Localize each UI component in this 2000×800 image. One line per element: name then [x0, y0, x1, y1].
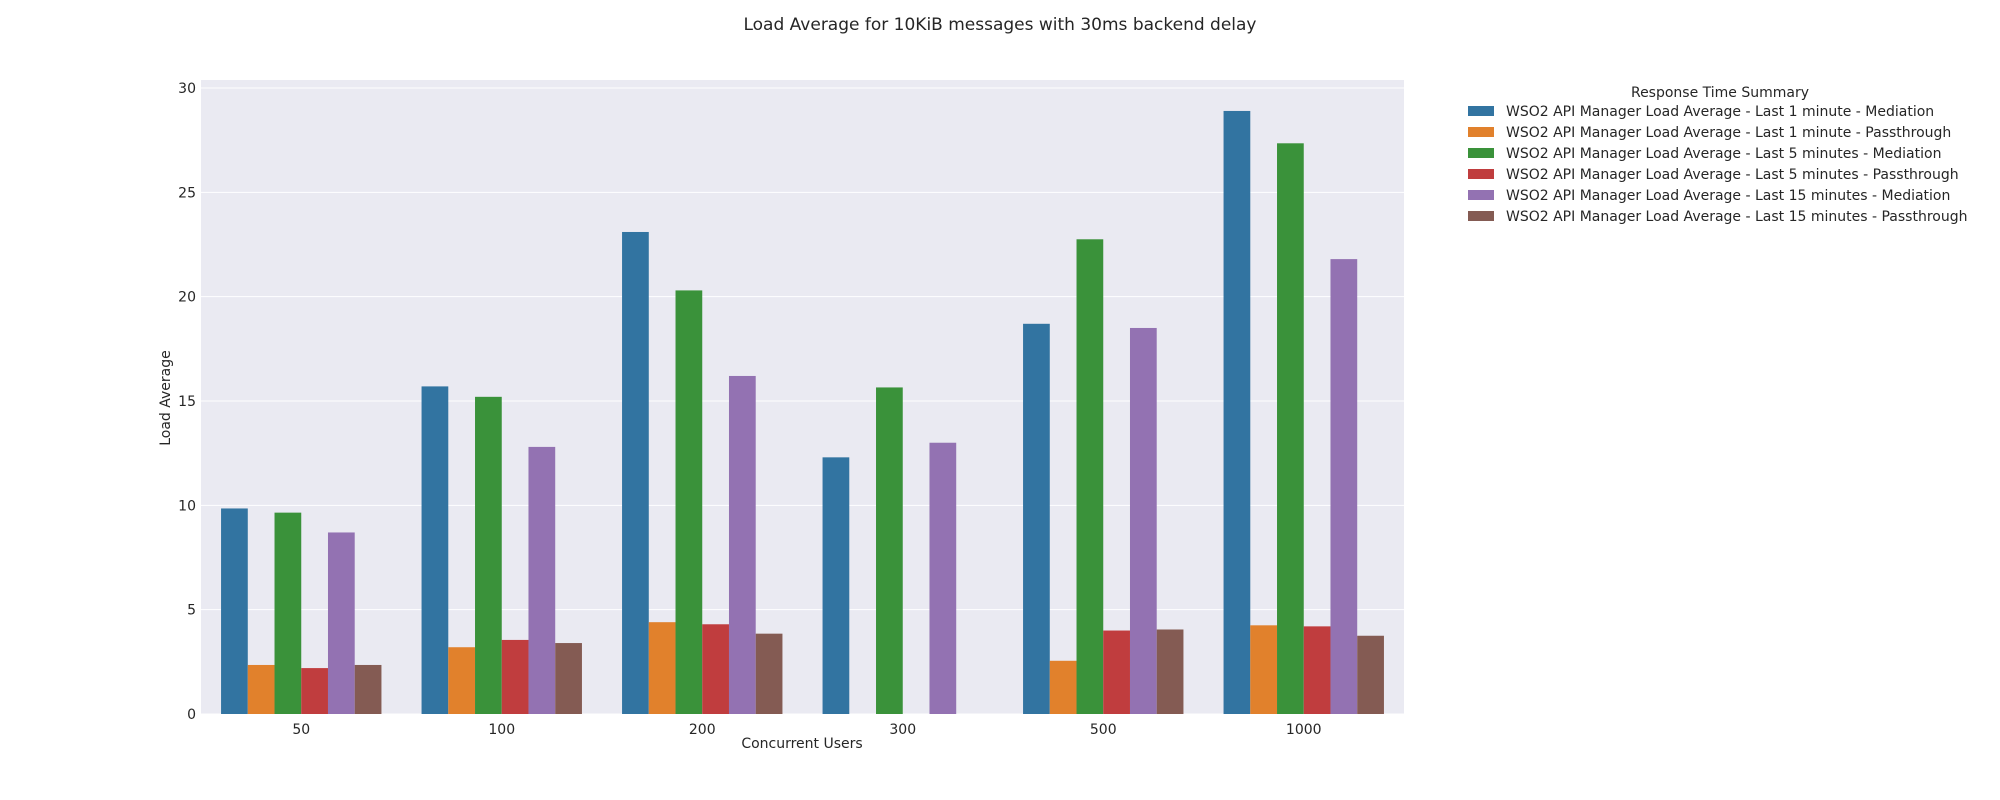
legend-label: WSO2 API Manager Load Average - Last 5 m…	[1506, 167, 1959, 183]
bar	[1103, 630, 1130, 714]
y-axis-ticks: 0 5 10 15 20 25 30	[178, 81, 196, 723]
legend-items: WSO2 API Manager Load Average - Last 1 m…	[1468, 104, 1968, 225]
bar	[1023, 323, 1050, 714]
bar	[622, 231, 649, 715]
y-tick-label: 15	[178, 394, 196, 410]
bar	[1223, 110, 1251, 715]
legend: Response Time Summary WSO2 API Manager L…	[1468, 85, 1968, 225]
bar	[354, 664, 382, 714]
y-tick-label: 20	[178, 290, 196, 306]
legend-label: WSO2 API Manager Load Average - Last 1 m…	[1506, 125, 1951, 141]
bar	[822, 457, 850, 714]
grid-lines	[201, 87, 1404, 715]
bar	[648, 622, 676, 714]
bar	[327, 532, 355, 714]
bar	[1076, 239, 1104, 715]
bar	[1156, 629, 1184, 714]
y-tick-label: 10	[178, 498, 196, 514]
legend-label: WSO2 API Manager Load Average - Last 15 …	[1506, 188, 1950, 204]
bar	[1330, 259, 1358, 714]
bar	[1277, 143, 1304, 715]
legend-title: Response Time Summary	[1631, 85, 1809, 101]
legend-swatch	[1468, 106, 1494, 116]
bar	[702, 624, 729, 714]
x-tick-label: 200	[689, 722, 716, 738]
x-tick-label: 1000	[1286, 722, 1322, 738]
plot-area	[201, 80, 1404, 714]
y-axis-label: Load Average	[158, 350, 174, 446]
bar	[1250, 625, 1278, 714]
y-tick-label: 30	[178, 81, 196, 97]
x-tick-label: 300	[889, 722, 916, 738]
chart-title: Load Average for 10KiB messages with 30m…	[743, 15, 1256, 35]
y-tick-label: 0	[187, 707, 196, 723]
bar	[301, 668, 328, 714]
bar	[274, 512, 302, 714]
legend-swatch	[1468, 169, 1494, 179]
legend-label: WSO2 API Manager Load Average - Last 5 m…	[1506, 146, 1941, 162]
legend-label: WSO2 API Manager Load Average - Last 15 …	[1506, 209, 1968, 225]
bars	[221, 110, 1384, 715]
y-tick-label: 25	[178, 185, 196, 201]
bar	[755, 633, 783, 714]
bar	[1357, 635, 1384, 714]
bar	[675, 290, 703, 714]
bar	[528, 446, 556, 714]
bar	[247, 664, 275, 714]
bar	[475, 396, 502, 714]
x-tick-label: 100	[488, 722, 515, 738]
bar	[1129, 327, 1157, 714]
bar	[876, 387, 903, 714]
legend-swatch	[1468, 211, 1494, 221]
y-tick-label: 5	[187, 603, 196, 619]
legend-swatch	[1468, 190, 1494, 200]
legend-swatch	[1468, 148, 1494, 158]
x-tick-label: 50	[292, 722, 310, 738]
bar	[728, 375, 756, 714]
legend-swatch	[1468, 127, 1494, 137]
bar	[1303, 626, 1331, 714]
bar	[555, 643, 582, 714]
bar	[501, 639, 529, 714]
x-tick-label: 500	[1090, 722, 1117, 738]
bar	[221, 508, 248, 714]
legend-label: WSO2 API Manager Load Average - Last 1 m…	[1506, 104, 1934, 120]
bar	[1049, 660, 1077, 714]
bar	[421, 386, 449, 714]
x-axis-ticks: 50 100 200 300 500 1000	[292, 722, 1321, 738]
bar	[929, 442, 957, 714]
x-axis-label: Concurrent Users	[741, 736, 862, 752]
bar	[448, 647, 476, 714]
